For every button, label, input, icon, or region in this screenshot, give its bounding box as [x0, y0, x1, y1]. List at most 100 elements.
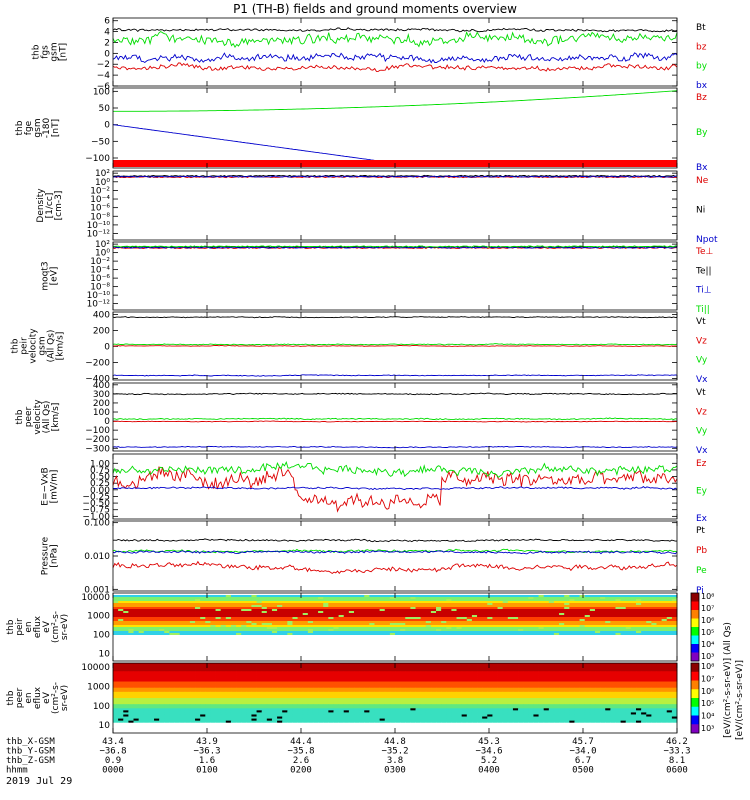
heatmap-cell: [400, 633, 406, 636]
heatmap-cell: [359, 613, 365, 616]
heatmap-cell: [318, 669, 324, 672]
heatmap-cell: [210, 673, 216, 676]
heatmap-cell: [282, 611, 288, 614]
heatmap-cell: [548, 653, 555, 656]
heatmap-cell: [564, 671, 570, 674]
heatmap-cell: [333, 653, 339, 656]
heatmap-cell: [502, 615, 509, 618]
heatmap-cell: [133, 621, 140, 624]
heatmap-cell: [610, 625, 616, 628]
heatmap-cell: [415, 629, 422, 632]
heatmap-cell: [241, 599, 247, 602]
heatmap-cell: [620, 651, 627, 654]
heatmap-cell: [584, 639, 591, 642]
ytick-label: −0.25: [82, 492, 110, 502]
heatmap-cell: [189, 645, 196, 648]
heatmap-cell: [425, 637, 432, 640]
heatmap-cell: [395, 669, 401, 672]
heatmap-cell: [164, 599, 170, 602]
ytick-label: 0.25: [90, 479, 110, 489]
colorbar-segment: [691, 610, 699, 619]
heatmap-cell: [297, 653, 304, 656]
heatmap-cell: [451, 631, 457, 634]
heatmap-cell: [461, 603, 468, 606]
heatmap-cell: [502, 617, 509, 620]
heatmap-cell: [333, 645, 339, 648]
heatmap-cell: [420, 621, 427, 624]
heatmap-cell: [297, 597, 304, 600]
heatmap-cell: [251, 601, 257, 604]
series-legend: By: [696, 128, 708, 138]
heatmap-cell: [671, 639, 678, 642]
heatmap-cell: [164, 627, 170, 630]
heatmap-cell: [195, 653, 201, 656]
heatmap-cell: [466, 653, 473, 656]
heatmap-cell: [123, 605, 129, 608]
heatmap-cell: [323, 637, 329, 640]
heatmap-cell: [184, 669, 191, 672]
heatmap-cell: [220, 633, 227, 636]
heatmap-cell: [430, 595, 437, 598]
heatmap-cell: [656, 599, 663, 602]
heatmap-cell: [559, 647, 565, 650]
heatmap-cell: [287, 631, 293, 634]
heatmap-cell: [251, 673, 257, 676]
heatmap-cell: [312, 593, 319, 596]
heatmap-cell: [307, 663, 314, 666]
heatmap-cell: [159, 637, 165, 640]
heatmap-cell: [425, 675, 432, 678]
heatmap-cell: [225, 597, 232, 600]
heatmap-cell: [307, 597, 314, 600]
heatmap-cell: [379, 599, 386, 602]
heatmap-cell: [353, 593, 360, 596]
heatmap-cell: [338, 633, 345, 636]
heatmap-cell: [364, 593, 370, 596]
heatmap-cell: [389, 641, 396, 644]
heatmap-cell: [307, 653, 314, 656]
heatmap-cell: [215, 619, 222, 622]
heatmap-cell: [189, 629, 196, 632]
heatmap-cell: [661, 645, 668, 648]
heatmap-cell: [148, 601, 155, 604]
heatmap-cell: [512, 655, 519, 658]
heatmap-cell: [600, 673, 606, 676]
series-legend: bz: [696, 42, 707, 52]
ylabel-line: (All Qs): [47, 330, 57, 363]
heatmap-cell: [215, 647, 222, 650]
heatmap-cell: [671, 599, 678, 602]
heatmap-cell: [323, 649, 329, 652]
heatmap-cell: [169, 607, 175, 610]
ylabel-line: sr-eV): [60, 614, 70, 640]
heatmap-cell: [594, 651, 601, 654]
heatmap-cell: [441, 615, 447, 618]
heatmap-cell: [169, 621, 175, 624]
heatmap-cell: [348, 627, 355, 630]
heatmap-cell: [671, 617, 678, 620]
heatmap-cell: [630, 623, 637, 626]
heatmap-cell: [312, 623, 319, 626]
heatmap-cell: [441, 675, 447, 678]
heatmap-cell: [487, 667, 493, 670]
heatmap-cell: [620, 639, 627, 642]
heatmap-cell: [200, 611, 206, 614]
heatmap-cell: [538, 629, 545, 632]
heatmap-cell: [210, 601, 216, 604]
heatmap-cell: [395, 671, 401, 674]
heatmap-cell: [143, 623, 150, 626]
heatmap-cell: [256, 607, 263, 610]
heatmap-cell: [307, 675, 314, 678]
heatmap-cell: [230, 597, 237, 600]
heatmap-cell: [482, 651, 488, 654]
heatmap-cell: [441, 617, 447, 620]
heatmap-cell: [369, 613, 375, 616]
heatmap-cell: [292, 615, 298, 618]
heatmap-cell: [430, 653, 437, 656]
heatmap-cell: [246, 603, 252, 606]
heatmap-cell: [661, 641, 668, 644]
heatmap-cell: [671, 673, 678, 676]
heatmap-cell: [461, 655, 468, 658]
heatmap-cell: [318, 657, 324, 660]
heatmap-cell: [205, 613, 211, 616]
heatmap-cell: [395, 675, 401, 678]
heatmap-cell: [174, 673, 181, 676]
